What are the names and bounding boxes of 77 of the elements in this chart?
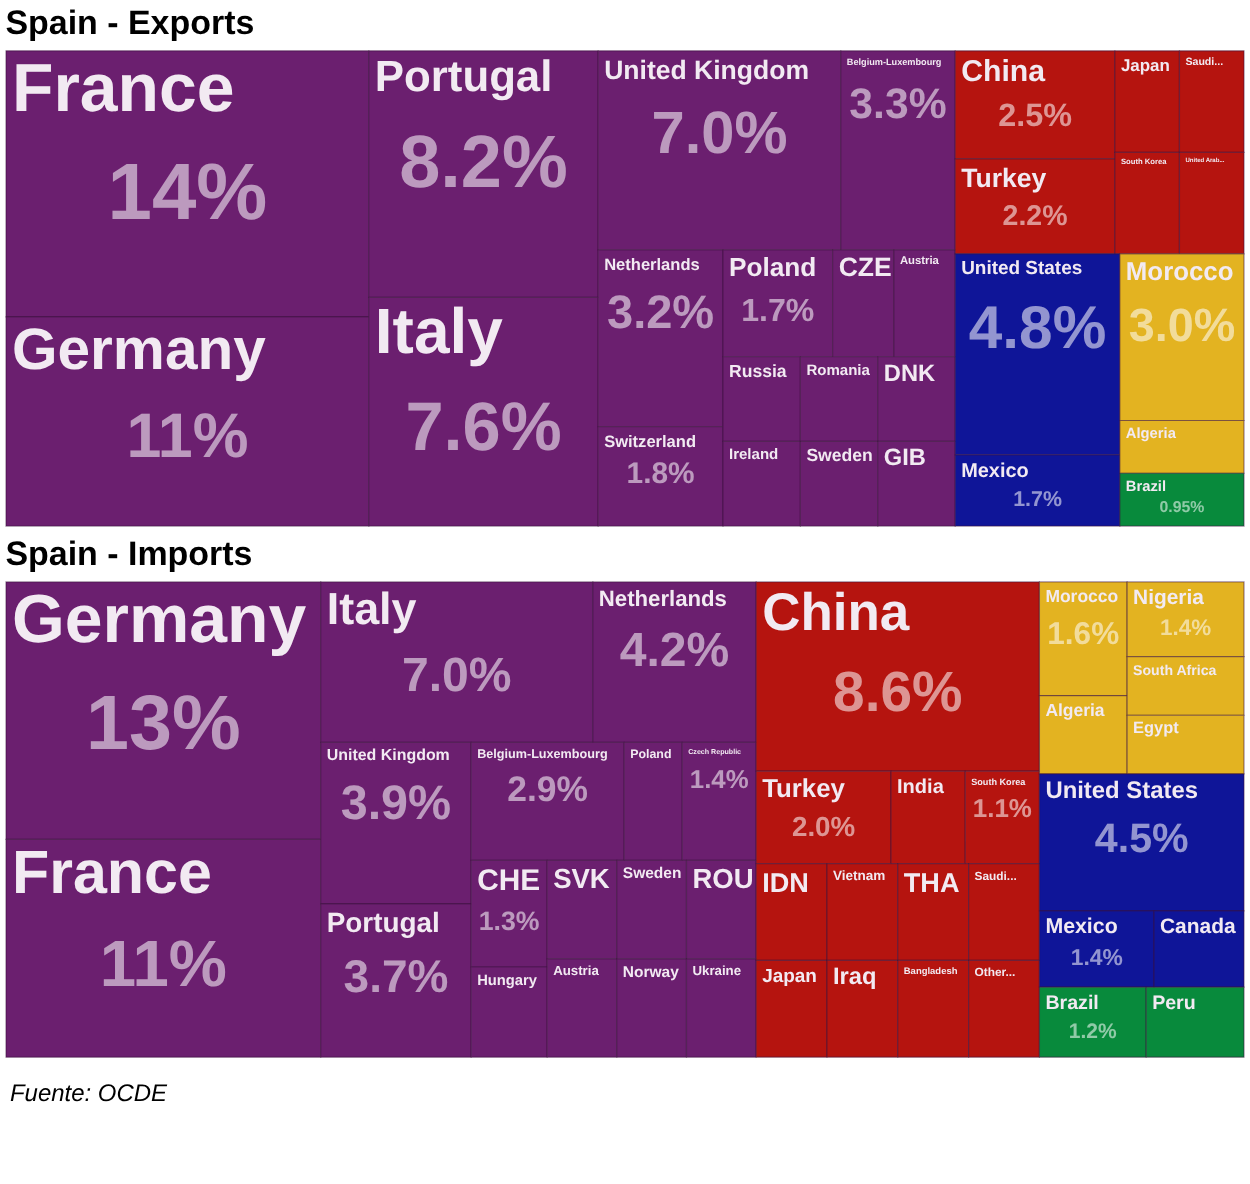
data-label: 8.6% bbox=[833, 660, 963, 725]
category-label: United States bbox=[1045, 775, 1199, 804]
category-label: Switzerland bbox=[604, 432, 697, 451]
data-label: 3.7% bbox=[343, 950, 449, 1003]
category-label: CHE bbox=[477, 864, 541, 899]
data-label: 3.3% bbox=[849, 80, 947, 129]
category-label: India bbox=[897, 777, 945, 800]
data-label: 3.2% bbox=[606, 285, 715, 338]
data-label: 1.6% bbox=[1047, 617, 1120, 652]
data-label: 4.5% bbox=[1094, 815, 1189, 862]
text: Spain - Exports bbox=[5, 4, 255, 43]
category-label: Germany bbox=[11, 581, 307, 658]
category-label: Portugal bbox=[326, 905, 440, 938]
data-label: 1.8% bbox=[626, 459, 695, 492]
data-label: 14% bbox=[107, 149, 268, 238]
data-label: 1.4% bbox=[689, 763, 750, 794]
data-label: 1.2% bbox=[1068, 1019, 1119, 1044]
data-label: 1.7% bbox=[1013, 488, 1063, 513]
category-label: China bbox=[762, 581, 910, 642]
category-label: China bbox=[961, 54, 1047, 89]
category-label: France bbox=[11, 50, 235, 127]
category-label: DNK bbox=[883, 358, 936, 387]
category-label: Mexico bbox=[961, 460, 1029, 483]
data-label: 8.2% bbox=[399, 121, 568, 204]
category-label: Poland bbox=[728, 251, 817, 282]
category-label: Italy bbox=[374, 295, 504, 368]
category-label: Sweden bbox=[806, 445, 873, 466]
data-label: 4.8% bbox=[968, 295, 1107, 362]
data-label: 11% bbox=[99, 925, 227, 1000]
category-label: Portugal bbox=[374, 50, 553, 101]
data-label: 11% bbox=[126, 400, 249, 471]
data-label: 1.4% bbox=[1070, 947, 1123, 972]
data-label: 2.2% bbox=[1002, 201, 1069, 234]
category-label: United States bbox=[961, 257, 1083, 280]
category-label: ROU bbox=[692, 864, 754, 895]
category-label: SVK bbox=[553, 864, 610, 895]
category-label: Turkey bbox=[762, 773, 847, 804]
category-label: Japan bbox=[762, 966, 818, 989]
data-label: 13% bbox=[86, 681, 241, 768]
data-label: 7.0% bbox=[402, 648, 512, 703]
category-label: THA bbox=[903, 867, 960, 898]
source-note: Fuente: OCDE bbox=[9, 1079, 169, 1108]
category-label: Russia bbox=[728, 360, 787, 381]
category-label: Morocco bbox=[1125, 255, 1234, 286]
category-label: CZE bbox=[838, 251, 892, 282]
data-label: 3.9% bbox=[340, 777, 452, 832]
category-label: Italy bbox=[326, 583, 418, 634]
category-label: United Kingdom bbox=[604, 54, 810, 85]
data-label: 1.1% bbox=[972, 792, 1033, 823]
category-label: France bbox=[11, 839, 212, 908]
category-label: Germany bbox=[11, 318, 268, 383]
data-label: 1.7% bbox=[741, 292, 815, 329]
category-label: Turkey bbox=[961, 162, 1048, 193]
data-label: 2.5% bbox=[998, 98, 1072, 135]
data-label: 2.9% bbox=[507, 769, 589, 810]
category-label: Canada bbox=[1159, 916, 1236, 939]
data-label: 3.0% bbox=[1128, 299, 1236, 352]
category-label: Japan bbox=[1120, 54, 1170, 75]
category-label: Egypt bbox=[1133, 719, 1180, 738]
data-label: 4.2% bbox=[619, 623, 730, 678]
category-label: IDN bbox=[762, 867, 809, 898]
category-label: Brazil bbox=[1045, 993, 1100, 1016]
category-label: Algeria bbox=[1045, 699, 1105, 720]
text: Spain - Imports bbox=[5, 535, 253, 574]
data-label: 7.0% bbox=[651, 100, 788, 167]
category-label: Peru bbox=[1152, 993, 1196, 1016]
category-label: Nigeria bbox=[1133, 587, 1205, 610]
data-label: 1.4% bbox=[1160, 617, 1212, 642]
data-label: 2.0% bbox=[792, 810, 856, 843]
category-label: Mexico bbox=[1045, 914, 1119, 939]
category-label: Morocco bbox=[1045, 585, 1119, 606]
data-label: 1.3% bbox=[478, 906, 540, 937]
category-label: GIB bbox=[883, 443, 927, 472]
category-label: Netherlands bbox=[604, 255, 701, 274]
category-label: Netherlands bbox=[598, 587, 727, 612]
category-label: Iraq bbox=[832, 962, 877, 991]
data-label: 7.6% bbox=[405, 389, 562, 466]
